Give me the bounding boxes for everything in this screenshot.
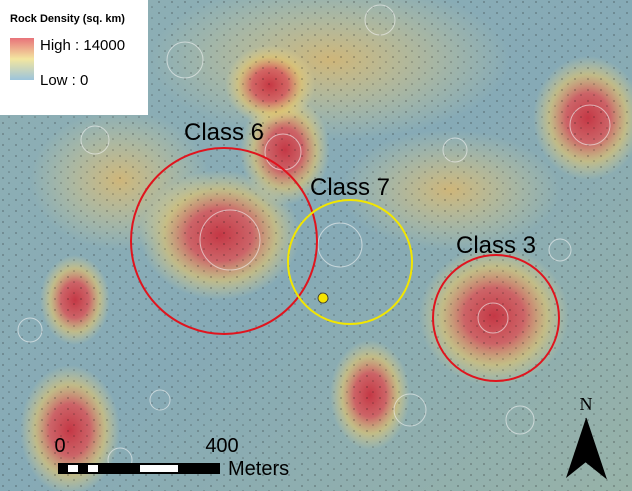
legend: Rock Density (sq. km) High : 14000 Low :… [0,0,148,115]
craters [17,4,611,473]
scale-start: 0 [54,435,65,457]
scale-unit: Meters [228,458,289,480]
legend-title: Rock Density (sq. km) [10,13,125,25]
region-label: Class 7 [310,174,390,201]
legend-low: Low : 0 [40,72,88,89]
region-outlines [130,147,560,382]
region-label: Class 6 [184,119,264,146]
legend-high: High : 14000 [40,37,125,54]
region-label: Class 3 [456,232,536,259]
scale-bar: 0 400 Meters [54,435,289,480]
north-arrow: N [566,394,608,480]
scale-end: 400 [205,435,238,457]
north-label: N [580,394,593,414]
